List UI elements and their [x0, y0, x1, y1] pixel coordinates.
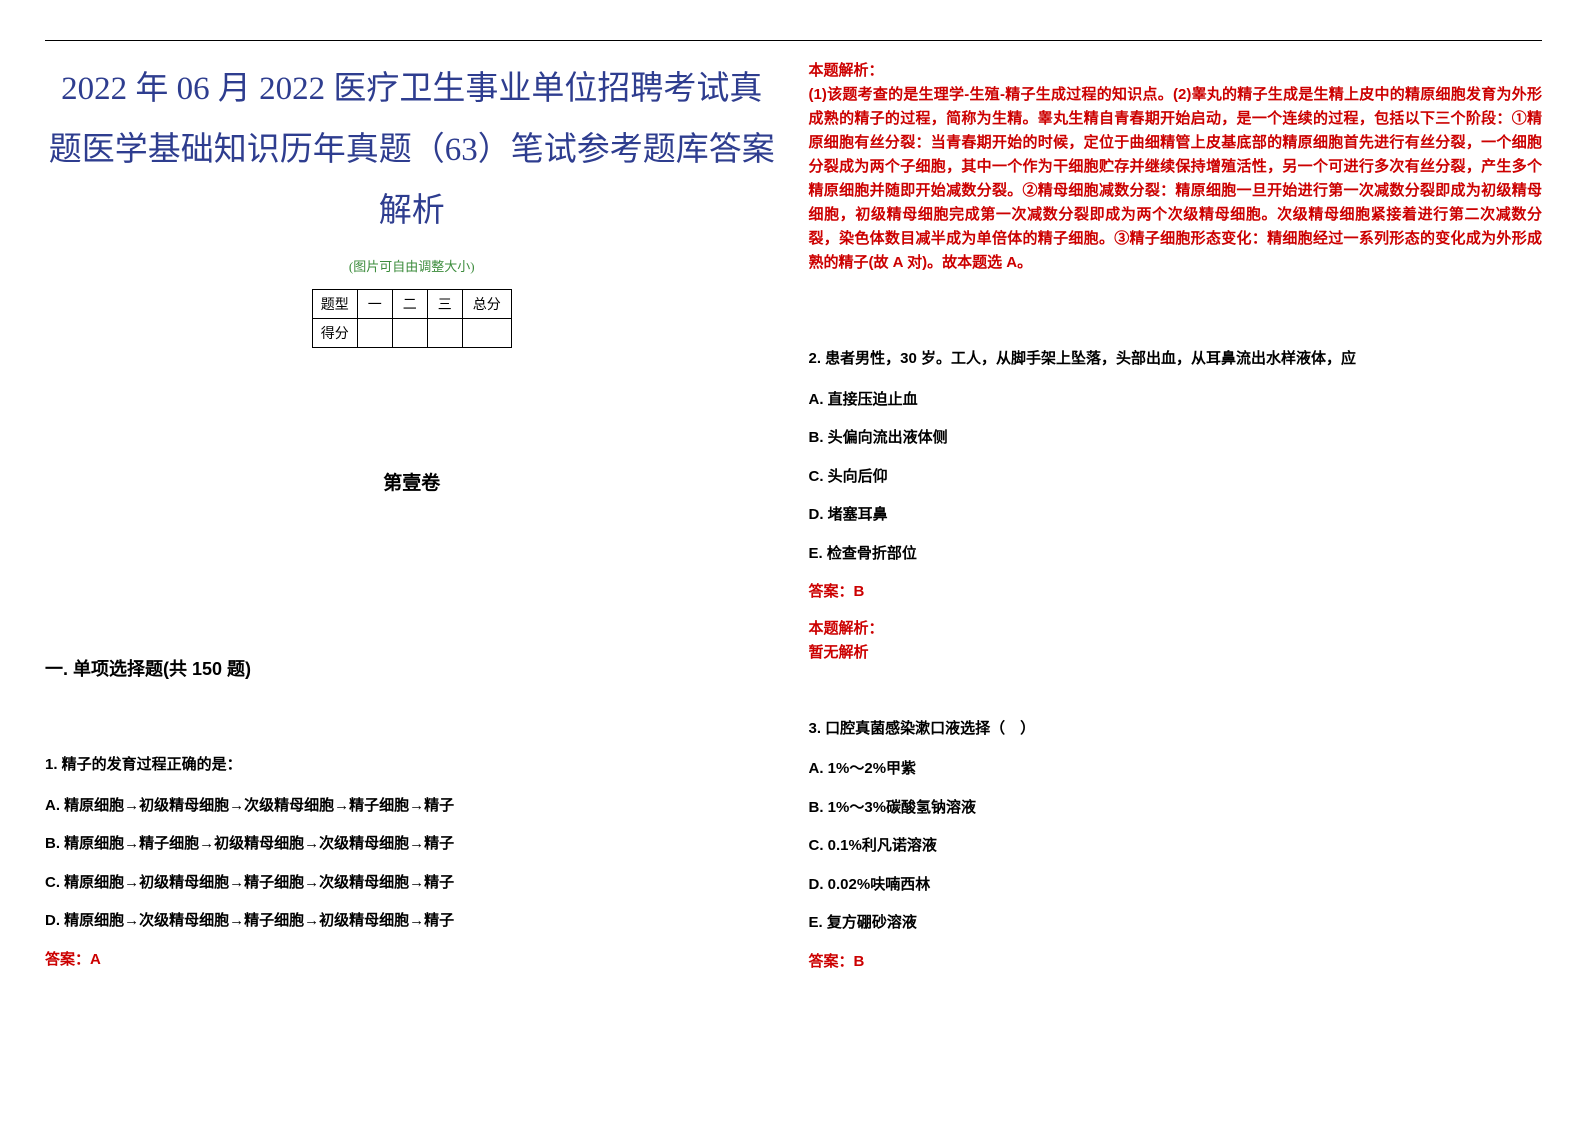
question-option: E. 复方硼砂溶液 — [809, 909, 1543, 938]
score-cell — [427, 319, 462, 348]
question-option: C. 头向后仰 — [809, 463, 1543, 492]
question-option: C. 精原细胞→初级精母细胞→精子细胞→次级精母细胞→精子 — [45, 869, 779, 898]
score-table: 题型 一 二 三 总分 得分 — [312, 289, 512, 348]
top-rule — [45, 40, 1542, 41]
header-cell: 总分 — [462, 290, 511, 319]
header-cell: 一 — [357, 290, 392, 319]
explanation-body: 暂无解析 — [809, 641, 1543, 665]
score-cell — [462, 319, 511, 348]
question-option: B. 1%～3%碳酸氢钠溶液 — [809, 794, 1543, 823]
header-cell: 题型 — [312, 290, 357, 319]
question-stem: 1. 精子的发育过程正确的是： — [45, 751, 779, 780]
question-option: D. 精原细胞→次级精母细胞→精子细胞→初级精母细胞→精子 — [45, 907, 779, 936]
row-label-cell: 得分 — [312, 319, 357, 348]
explanation-label: 本题解析： — [809, 617, 1543, 641]
image-resize-note: (图片可自由调整大小) — [45, 256, 779, 275]
section-title: 一. 单项选择题(共 150 题) — [45, 655, 779, 681]
answer-text: 答案：B — [809, 578, 1543, 607]
question-block: 2. 患者男性，30 岁。工人，从脚手架上坠落，头部出血，从耳鼻流出水样液体，应… — [809, 345, 1543, 665]
question-option: A. 精原细胞→初级精母细胞→次级精母细胞→精子细胞→精子 — [45, 792, 779, 821]
two-column-layout: 2022 年 06 月 2022 医疗卫生事业单位招聘考试真题医学基础知识历年真… — [45, 49, 1542, 1026]
question-option: E. 检查骨折部位 — [809, 540, 1543, 569]
volume-title: 第壹卷 — [45, 468, 779, 495]
score-cell — [392, 319, 427, 348]
question-stem: 3. 口腔真菌感染漱口液选择（ ） — [809, 715, 1543, 744]
question-block: 3. 口腔真菌感染漱口液选择（ ） A. 1%～2%甲紫 B. 1%～3%碳酸氢… — [809, 715, 1543, 977]
header-cell: 二 — [392, 290, 427, 319]
header-cell: 三 — [427, 290, 462, 319]
question-option: B. 头偏向流出液体侧 — [809, 424, 1543, 453]
question-option: C. 0.1%利凡诺溶液 — [809, 832, 1543, 861]
question-option: D. 0.02%呋喃西林 — [809, 871, 1543, 900]
document-title: 2022 年 06 月 2022 医疗卫生事业单位招聘考试真题医学基础知识历年真… — [45, 59, 779, 242]
question-stem: 2. 患者男性，30 岁。工人，从脚手架上坠落，头部出血，从耳鼻流出水样液体，应 — [809, 345, 1543, 374]
explanation-body: (1)该题考查的是生理学-生殖-精子生成过程的知识点。(2)睾丸的精子生成是生精… — [809, 83, 1543, 275]
table-row: 题型 一 二 三 总分 — [312, 290, 511, 319]
question-option: A. 直接压迫止血 — [809, 386, 1543, 415]
explanation-label: 本题解析： — [809, 59, 1543, 83]
question-option: A. 1%～2%甲紫 — [809, 755, 1543, 784]
explanation-block: 本题解析： (1)该题考查的是生理学-生殖-精子生成过程的知识点。(2)睾丸的精… — [809, 59, 1543, 275]
score-cell — [357, 319, 392, 348]
table-row: 得分 — [312, 319, 511, 348]
answer-text: 答案：A — [45, 946, 779, 975]
answer-text: 答案：B — [809, 948, 1543, 977]
left-column: 2022 年 06 月 2022 医疗卫生事业单位招聘考试真题医学基础知识历年真… — [45, 49, 779, 1026]
right-column: 本题解析： (1)该题考查的是生理学-生殖-精子生成过程的知识点。(2)睾丸的精… — [809, 49, 1543, 1026]
question-option: B. 精原细胞→精子细胞→初级精母细胞→次级精母细胞→精子 — [45, 830, 779, 859]
question-option: D. 堵塞耳鼻 — [809, 501, 1543, 530]
question-block: 1. 精子的发育过程正确的是： A. 精原细胞→初级精母细胞→次级精母细胞→精子… — [45, 751, 779, 974]
